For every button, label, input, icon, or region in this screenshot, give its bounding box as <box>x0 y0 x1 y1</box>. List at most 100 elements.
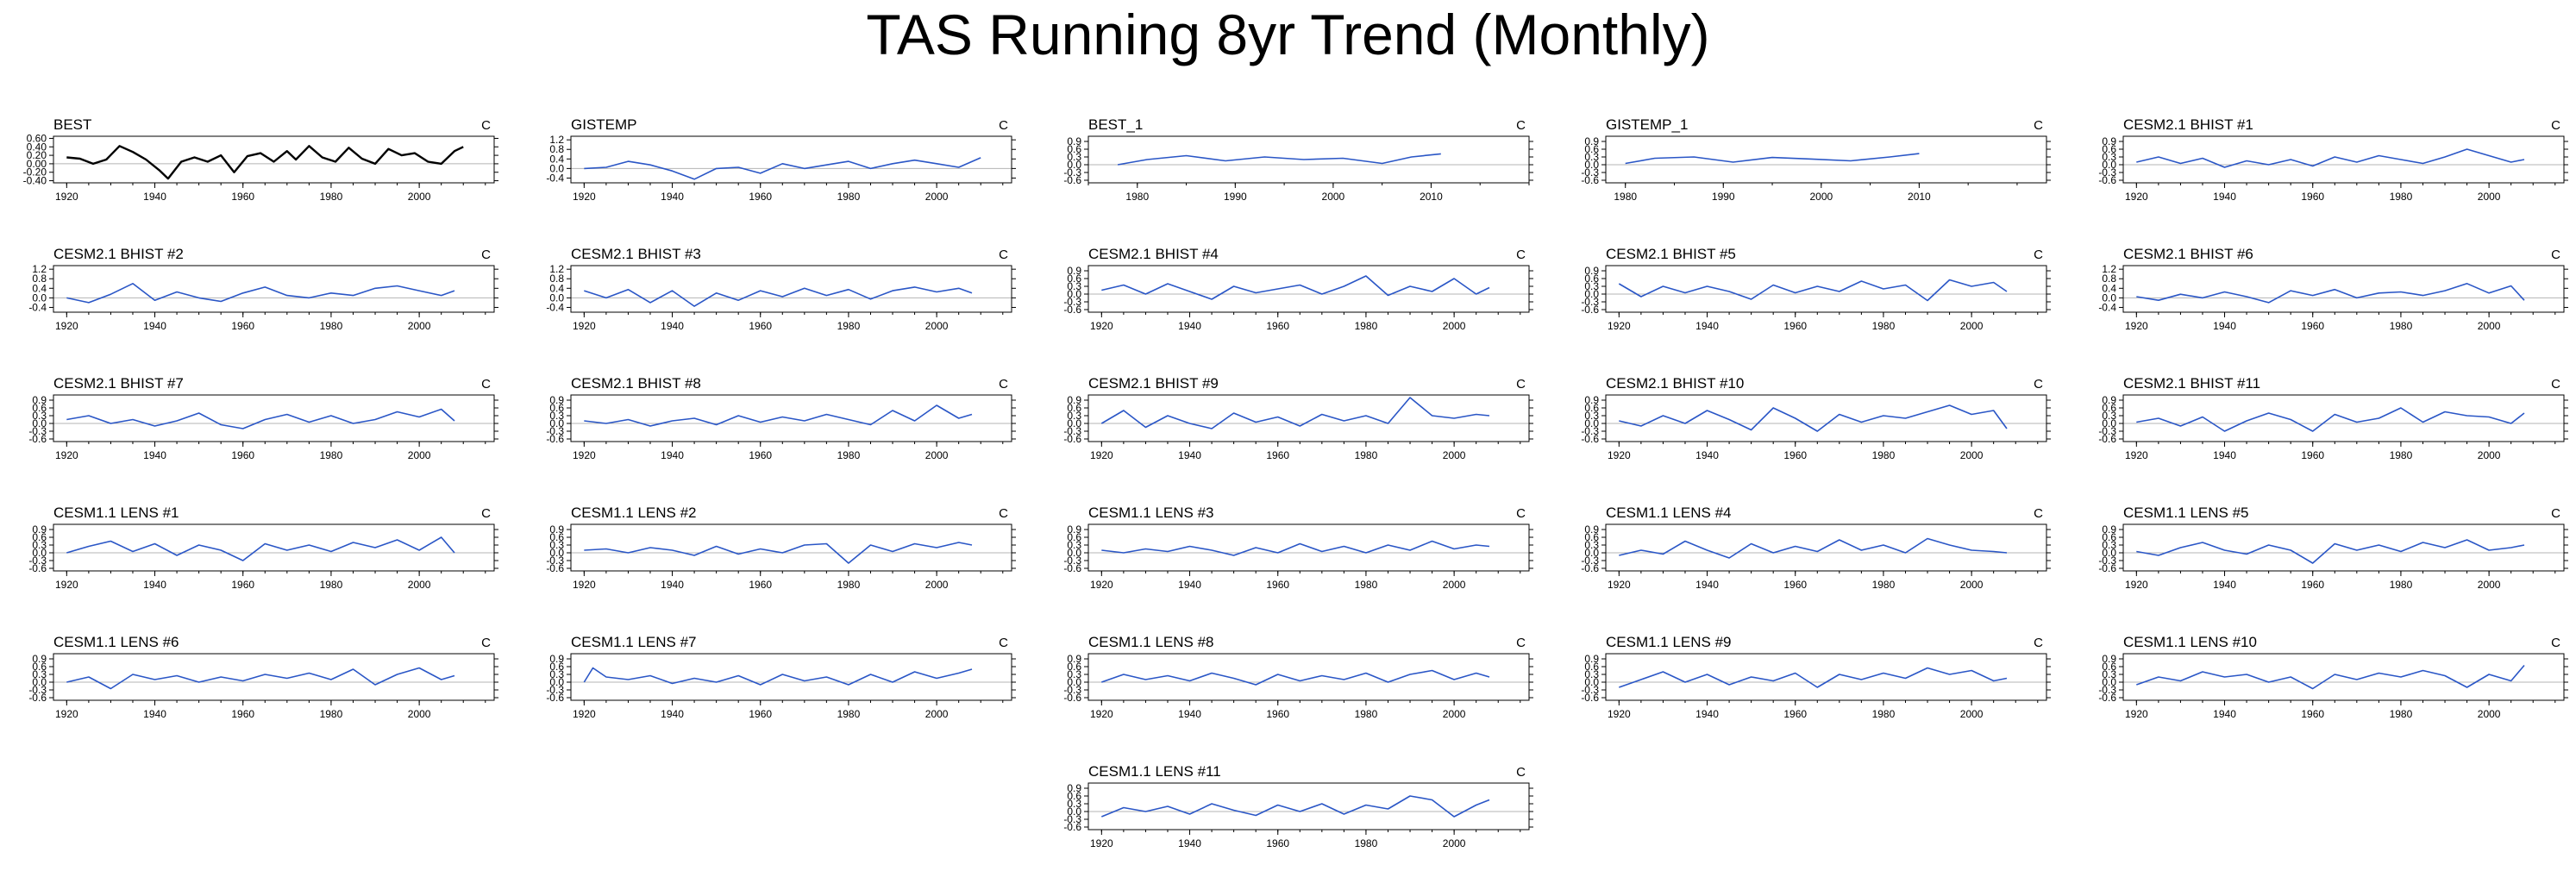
panel: GISTEMP_1 C 0.90.60.30.0-0.3-0.6 1980 1990 20… <box>1581 116 2051 203</box>
y-tick-label: 0.0 <box>2102 291 2116 304</box>
panel: CESM2.1 BHIST #3 C 1.20.80.40.0-0.4 1920 194… <box>546 246 1016 332</box>
plot-frame <box>2122 265 2565 313</box>
plot-frame <box>2122 523 2565 572</box>
plot-frame <box>2122 394 2565 442</box>
x-tick-label: 1920 <box>2125 320 2148 332</box>
y-tick-label: -0.3 <box>2098 684 2116 696</box>
y-tick-label: 0.0 <box>549 162 564 174</box>
x-tick-label: 1940 <box>661 708 684 720</box>
x-tick-label: 2000 <box>1960 579 1984 591</box>
panel-title: CESM2.1 BHIST #8 <box>571 375 701 392</box>
x-tick-label: 1920 <box>1608 320 1631 332</box>
panel: CESM2.1 BHIST #10 C 0.90.60.30.0-0.3-0.6 19… <box>1581 375 2051 461</box>
series-line <box>1117 153 1441 166</box>
x-tick-label: 1980 <box>1355 837 1378 849</box>
y-tick-label: 0.3 <box>32 668 47 680</box>
plot-frame <box>53 394 495 442</box>
y-tick-label: 0.3 <box>1584 668 1599 680</box>
units-label: C <box>2551 377 2560 392</box>
x-tick-label: 2010 <box>1908 191 1931 203</box>
y-tick-label: 0.9 <box>1067 523 1081 536</box>
x-tick-label: 1940 <box>143 708 166 720</box>
x-tick-label: 1980 <box>1872 579 1896 591</box>
x-tick-label: 1980 <box>1125 191 1149 203</box>
y-tick-label: -0.3 <box>1063 684 1081 696</box>
x-tick-label: 1920 <box>1090 320 1113 332</box>
series-line <box>1618 279 2008 302</box>
series-line <box>584 404 973 427</box>
x-tick-label: 1940 <box>143 579 166 591</box>
units-label: C <box>1516 248 1526 262</box>
panel: CESM1.1 LENS #4 C 0.90.60.30.0-0.3-0.6 1920… <box>1581 505 2051 591</box>
series-line <box>584 542 973 564</box>
y-tick-label: 0.8 <box>2102 273 2116 285</box>
y-tick-label: 0.9 <box>1584 265 1599 277</box>
y-tick-label: -0.6 <box>546 562 564 574</box>
y-tick-label: -0.6 <box>1581 433 1599 445</box>
y-tick-label: 0.0 <box>1067 417 1081 429</box>
x-tick-label: 1960 <box>1783 708 1807 720</box>
plot-frame <box>2122 653 2565 701</box>
panel: CESM1.1 LENS #11 C 0.90.60.30.0-0.3-0.6 192… <box>1063 763 1533 849</box>
x-tick-label: 1980 <box>2390 708 2413 720</box>
x-tick-label: 1940 <box>143 191 166 203</box>
y-tick-label: 0.9 <box>549 653 564 665</box>
units-label: C <box>1516 506 1526 521</box>
units-label: C <box>481 636 491 650</box>
y-tick-label: 0.40 <box>27 141 47 153</box>
panel: CESM1.1 LENS #9 C 0.90.60.30.0-0.3-0.6 1920… <box>1581 634 2051 720</box>
panel: CESM2.1 BHIST #2 C 1.20.80.40.0-0.4 1920 194… <box>28 246 498 332</box>
x-tick-label: 2000 <box>925 320 949 332</box>
y-tick-label: -0.6 <box>1063 304 1081 316</box>
y-tick-label: 0.3 <box>1067 668 1081 680</box>
x-tick-label: 2000 <box>925 449 949 461</box>
plot-frame <box>53 135 495 184</box>
x-tick-label: 2000 <box>925 708 949 720</box>
y-tick-label: 0.6 <box>1067 402 1081 414</box>
y-tick-label: 0.6 <box>1584 402 1599 414</box>
y-tick-label: 0.6 <box>1584 661 1599 673</box>
x-tick-label: 1980 <box>1872 449 1896 461</box>
y-tick-label: 0.4 <box>549 282 564 294</box>
y-tick-label: 0.3 <box>1584 539 1599 551</box>
x-tick-label: 1980 <box>320 449 343 461</box>
x-tick-label: 1940 <box>1178 449 1201 461</box>
panel-title: CESM1.1 LENS #4 <box>1606 505 1732 521</box>
y-tick-label: 1.2 <box>549 134 564 146</box>
x-tick-label: 1960 <box>2301 449 2324 461</box>
y-tick-label: 0.0 <box>1067 676 1081 688</box>
x-tick-label: 2000 <box>1443 320 1466 332</box>
series-line <box>1100 397 1490 429</box>
x-tick-label: 1980 <box>837 449 861 461</box>
series-line <box>66 145 464 180</box>
y-tick-label: 0.9 <box>1067 782 1081 794</box>
y-tick-label: 0.9 <box>2102 523 2116 536</box>
x-tick-label: 1980 <box>1355 449 1378 461</box>
y-tick-label: 0.9 <box>1584 653 1599 665</box>
x-tick-label: 1920 <box>2125 449 2148 461</box>
y-tick-label: 0.4 <box>32 282 47 294</box>
x-tick-label: 1940 <box>661 191 684 203</box>
panel-title: CESM1.1 LENS #5 <box>2123 505 2249 521</box>
y-tick-label: -0.3 <box>546 684 564 696</box>
units-label: C <box>2034 248 2043 262</box>
units-label: C <box>2551 248 2560 262</box>
series-line <box>1619 404 2008 432</box>
x-tick-label: 1980 <box>837 320 861 332</box>
x-tick-label: 1980 <box>837 579 861 591</box>
y-tick-label: 0.0 <box>549 676 564 688</box>
x-tick-label: 1960 <box>231 579 254 591</box>
x-tick-label: 1940 <box>2213 191 2236 203</box>
x-tick-label: 1960 <box>1783 320 1807 332</box>
y-tick-label: 0.9 <box>32 653 47 665</box>
x-tick-label: 2000 <box>1443 708 1466 720</box>
y-tick-label: 0.6 <box>2102 402 2116 414</box>
plot-frame <box>1605 135 2047 184</box>
y-tick-label: 0.0 <box>2102 159 2116 171</box>
y-tick-label: -0.3 <box>2098 166 2116 179</box>
x-tick-label: 1980 <box>837 708 861 720</box>
units-label: C <box>2034 118 2043 133</box>
y-tick-label: 0.0 <box>1067 159 1081 171</box>
y-tick-label: 0.6 <box>1584 273 1599 285</box>
units-label: C <box>1516 377 1526 392</box>
